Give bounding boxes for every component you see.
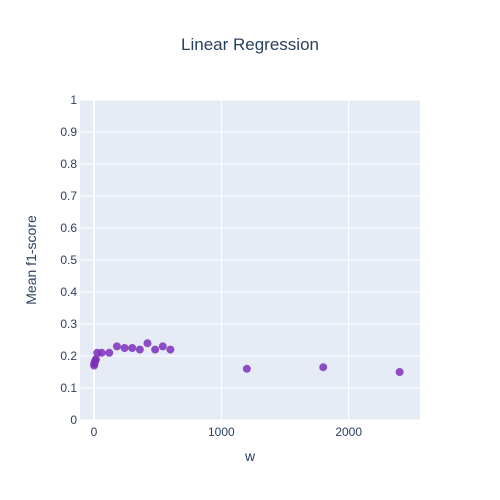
data-point (105, 348, 114, 357)
data-point (91, 355, 100, 364)
x-tick-labels: 0 1000 2000 (91, 425, 363, 439)
data-point (395, 368, 404, 376)
y-tick-label: 0.3 (60, 317, 77, 331)
x-tick-label: 1000 (208, 425, 235, 439)
data-point (166, 345, 175, 354)
y-tick-label: 0.7 (60, 189, 77, 203)
y-axis-title: Mean f1-score (23, 215, 39, 305)
y-tick-label: 1 (70, 93, 77, 107)
data-point (120, 344, 129, 352)
data-point (143, 339, 152, 348)
data-point (319, 363, 328, 372)
x-axis-title: w (244, 448, 256, 464)
y-gridlines (80, 99, 420, 421)
y-tick-label: 0 (70, 413, 77, 427)
data-point (158, 342, 167, 351)
data-point (112, 342, 121, 351)
y-tick-label: 0.4 (60, 285, 77, 299)
data-point (151, 345, 160, 354)
x-tick-label: 2000 (335, 425, 362, 439)
data-point (128, 344, 137, 352)
y-tick-label: 0.8 (60, 157, 77, 171)
y-tick-label: 0.5 (60, 253, 77, 267)
y-tick-label: 0.6 (60, 221, 77, 235)
y-tick-labels: 0 0.1 0.2 0.3 0.4 0.5 0.6 0.7 0.8 0.9 1 (60, 93, 77, 427)
chart-title: Linear Regression (181, 35, 319, 54)
data-point (97, 348, 106, 357)
data-point (242, 364, 251, 373)
data-point (135, 345, 144, 354)
x-tick-label: 0 (91, 425, 98, 439)
y-tick-label: 0.9 (60, 125, 77, 139)
data-points (90, 339, 404, 376)
y-tick-label: 0.2 (60, 349, 77, 363)
y-tick-label: 0.1 (60, 381, 77, 395)
